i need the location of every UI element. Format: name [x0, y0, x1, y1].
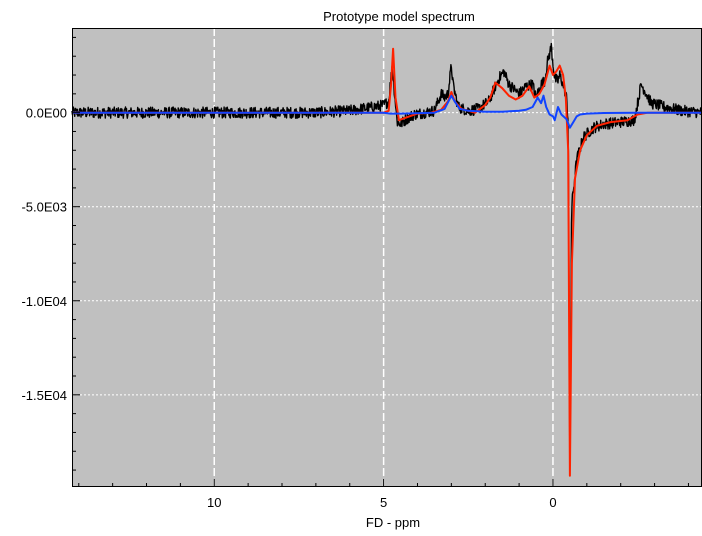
y-tick-label: -1.5E04	[21, 388, 67, 403]
x-tick-label: 0	[549, 495, 556, 510]
series-layer	[71, 42, 702, 477]
series-line-1	[72, 47, 702, 477]
x-axis: 10 5 0	[78, 479, 689, 510]
x-axis-label: FD - ppm	[366, 515, 420, 530]
y-tick-label: -1.0E04	[21, 294, 67, 309]
series-line-2	[72, 94, 702, 129]
y-tick-label: -5.0E03	[21, 200, 67, 215]
chart-title: Prototype model spectrum	[323, 9, 475, 24]
x-tick-label: 5	[380, 495, 387, 510]
x-tick-label: 10	[207, 495, 221, 510]
y-tick-label: 0.0E00	[26, 106, 67, 121]
plot-area	[72, 28, 702, 487]
y-axis: 0.0E00 -5.0E03 -1.0E04 -1.5E04	[21, 36, 80, 471]
series-line-0	[71, 42, 702, 445]
